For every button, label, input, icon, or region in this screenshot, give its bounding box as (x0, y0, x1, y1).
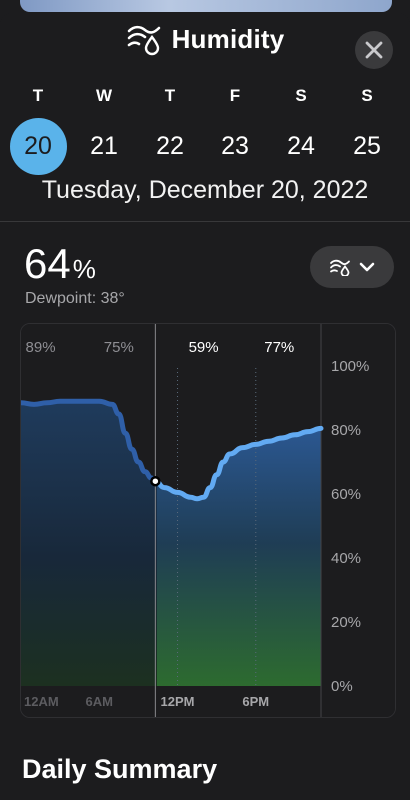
chevron-down-icon (359, 262, 375, 272)
humidity-chart-svg: 89% 75% 59% 77% 100%80%60%40%20%0% 12AM 6AM 1… (21, 324, 395, 717)
y-axis-band (321, 324, 395, 717)
y-axis-tick-label: 20% (331, 614, 361, 631)
weekday-label: S (361, 86, 373, 105)
weekday-label: T (164, 86, 176, 105)
y-axis-tick-label: 40% (331, 550, 361, 567)
metric-selector-button[interactable] (310, 246, 394, 288)
close-icon (365, 41, 383, 59)
x-axis-tick-label: 12AM (24, 694, 59, 709)
current-humidity-value: 64 (24, 240, 71, 287)
top-value-labels: 89% 75% 59% 77% (26, 339, 295, 356)
y-axis-tick-label: 80% (331, 422, 361, 439)
y-axis-tick-label: 60% (331, 486, 361, 503)
weekday-label: F (229, 86, 241, 105)
day-24-button[interactable]: 24 (287, 132, 315, 160)
close-button[interactable] (355, 31, 393, 69)
dewpoint-text: Dewpoint: 38° (25, 290, 125, 307)
x-axis-tick-label: 6PM (242, 694, 269, 709)
humidity-icon (330, 259, 350, 276)
top-label-band (21, 324, 321, 368)
weekday-label: S (295, 86, 307, 105)
current-humidity-unit: % (72, 254, 96, 284)
day-21-button[interactable]: 21 (90, 132, 118, 160)
current-humidity: 64% (24, 240, 96, 288)
x-axis-band (21, 686, 321, 717)
y-axis-labels: 100% 80% 60% 40% 20% 0% (331, 358, 369, 695)
divider (0, 221, 410, 222)
selected-date: Tuesday, December 20, 2022 (41, 176, 369, 204)
day-20-button[interactable]: 20 (24, 132, 52, 160)
top-value-label: 75% (104, 339, 134, 356)
y-axis-tick-label: 100% (331, 358, 369, 375)
humidity-area-future (157, 428, 321, 686)
humidity-line-past (21, 398, 157, 485)
vertical-gridlines (177, 368, 257, 686)
y-axis-tick-label: 0% (331, 678, 353, 695)
humidity-icon (127, 25, 160, 56)
humidity-area-past (21, 401, 157, 686)
day-23-button[interactable]: 23 (221, 132, 249, 160)
weekday-label: T (32, 86, 44, 105)
day-25-button[interactable]: 25 (353, 132, 381, 160)
top-value-label: 59% (189, 339, 219, 356)
weekday-label: W (95, 86, 113, 105)
selected-day-indicator (10, 118, 67, 175)
top-value-label: 77% (264, 339, 294, 356)
x-axis-tick-label: 12PM (161, 694, 195, 709)
background-card-peek (20, 0, 392, 12)
top-value-label: 89% (26, 339, 56, 356)
current-value-marker (150, 475, 161, 487)
x-axis-labels: 12AM 6AM 12PM 6PM (24, 694, 269, 709)
humidity-chart[interactable]: 89% 75% 59% 77% 100% 80% 60% 40% 20% 0% 12AM 6AM 1… (20, 323, 396, 718)
humidity-line-future (157, 425, 324, 502)
page-title: Humidity (171, 23, 285, 54)
x-axis-tick-label: 6AM (86, 694, 113, 709)
sheet-header: Humidity (0, 22, 410, 56)
daily-summary-heading: Daily Summary (22, 754, 218, 784)
day-22-button[interactable]: 22 (156, 132, 184, 160)
